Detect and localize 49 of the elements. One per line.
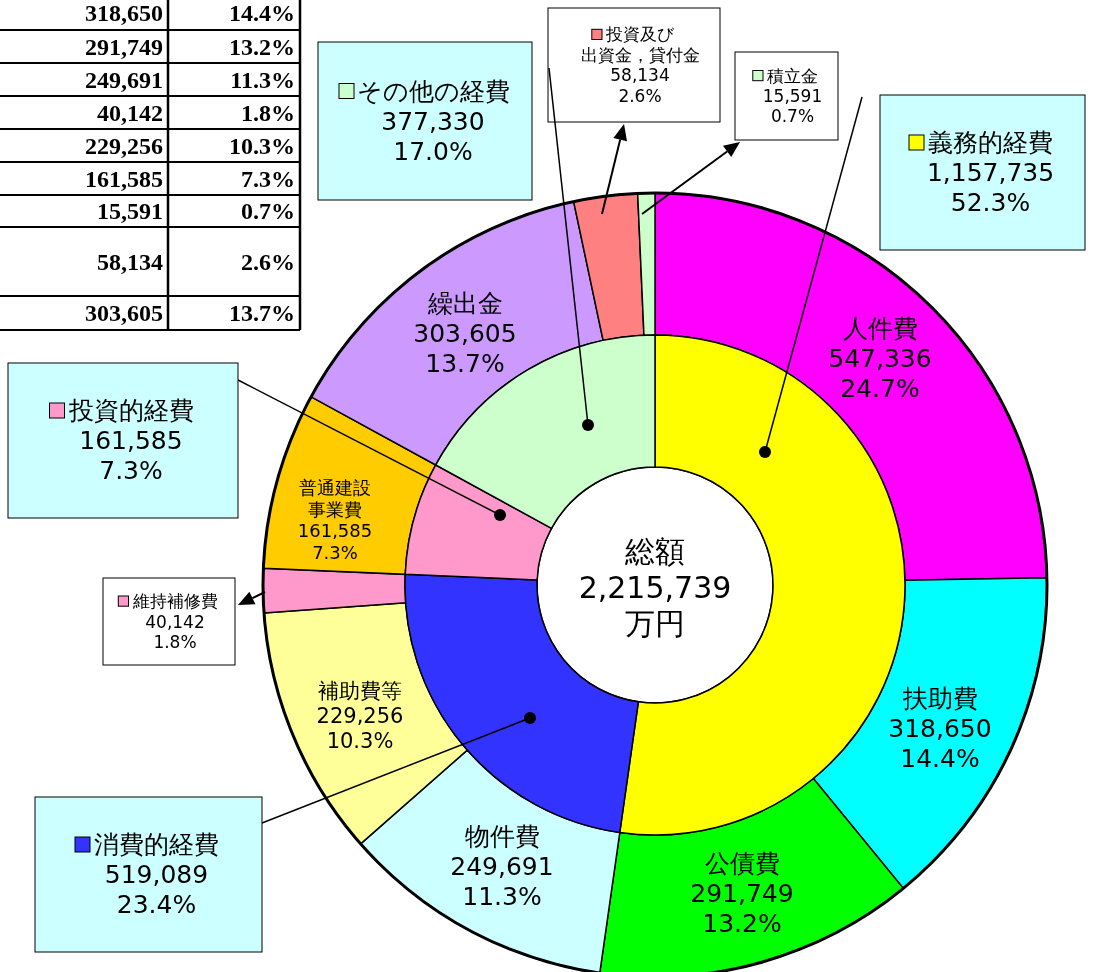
text: 14.4% (229, 0, 295, 26)
data-label: 15,591 0.7% (762, 86, 823, 127)
text: 58,134 (97, 248, 163, 275)
text: 40,142 (97, 99, 163, 126)
slice-label: 扶助費 (901, 683, 978, 713)
data-label: 303,605 13.7% (413, 318, 517, 378)
legend-label: 投資的経費 (67, 396, 194, 425)
data-label: 318,650 14.4% (888, 713, 992, 773)
text: 2.6% (241, 248, 295, 275)
text: 0.7% (241, 198, 295, 224)
legend-label: 義務的経費 (928, 128, 1053, 157)
data-label: 291,749 13.2% (690, 878, 794, 938)
text: 13.2% (229, 33, 295, 60)
text: 11.3% (230, 66, 295, 93)
text: 229,256 (85, 132, 163, 159)
data-label: 1,157,735 52.3% (926, 158, 1055, 217)
slice-label: 物件費 (464, 821, 540, 851)
legend-label: 投資及び出資金，貸付金 (580, 24, 700, 65)
text: 万円 (625, 605, 685, 641)
text: 7.3% (241, 165, 295, 192)
text: 2,215,739 (578, 569, 732, 605)
data-label: 377,330 17.0% (381, 106, 485, 166)
text: 13.7% (229, 300, 295, 326)
data-label: 161,585 7.3% (297, 520, 373, 563)
text: 1.8% (241, 99, 295, 126)
slice-label: 繰出金 (426, 288, 503, 318)
data-label: 519,089 23.4% (104, 860, 209, 919)
slice-label: 普通建設事業費 (299, 477, 371, 520)
data-label: 40,142 1.8% (145, 611, 205, 652)
legend-label: 消費的経費 (94, 830, 219, 859)
text: 161,585 (85, 165, 163, 192)
slice-label: 公債費 (704, 848, 780, 878)
data-label: 249,691 11.3% (450, 851, 554, 911)
legend-label: 積立金 (767, 65, 818, 86)
data-label: 161,585 7.3% (79, 426, 183, 485)
text: 291,749 (85, 33, 163, 60)
text: 10.3% (229, 132, 295, 159)
slice-label: 補助費等 (318, 678, 402, 703)
text: 318,650 (85, 0, 163, 26)
slice-label: 人件費 (842, 313, 918, 343)
text: 総額 (624, 533, 685, 569)
text: 15,591 (97, 198, 163, 224)
data-label: 229,256 10.3% (316, 704, 404, 754)
text: 303,605 (85, 300, 163, 326)
legend-label: その他の経費 (356, 76, 510, 106)
data-label: 58,134 2.6% (610, 65, 670, 106)
legend-label: 維持補修費 (131, 591, 218, 612)
text: 249,691 (85, 66, 163, 93)
data-label: 547,336 24.7% (828, 343, 932, 403)
